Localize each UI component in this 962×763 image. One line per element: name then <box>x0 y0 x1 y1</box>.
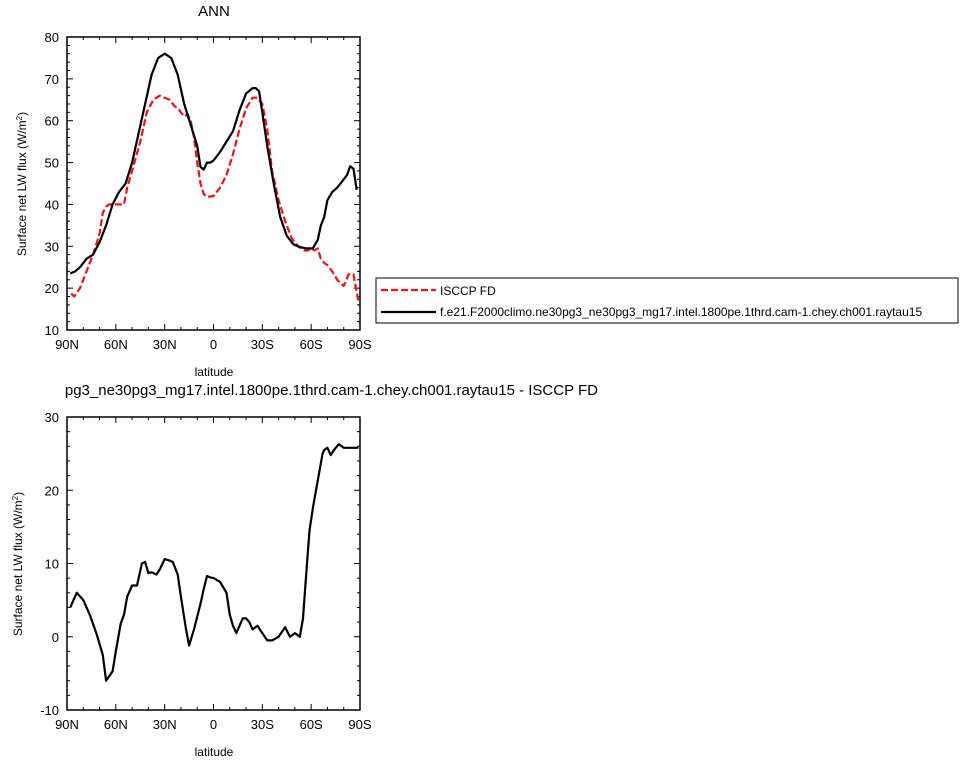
bottom-plot-xtick-label: 60S <box>300 717 323 732</box>
bottom-plot-series-line-model <box>69 443 359 682</box>
bottom-plot-xtick-label: 60N <box>104 717 128 732</box>
legend-box <box>375 277 959 324</box>
top-plot-ytick-label: 50 <box>45 156 59 171</box>
top-plot-ytick-label: 10 <box>45 323 59 338</box>
top-plot: ANN 90N 60N 30N 0 30S 60S 90S1020304050607080 … <box>15 3 372 379</box>
bottom-plot-xtick-label: 30S <box>251 717 274 732</box>
top-plot-xtick-label: 30N <box>153 337 177 352</box>
top-plot-series-line-model <box>69 52 358 275</box>
top-plot-series-line-obs <box>70 94 360 302</box>
bottom-plot-xtick-label: 30N <box>153 717 177 732</box>
top-plot-xtick-label: 90N <box>55 337 79 352</box>
bottom-plot-ytick-label: 30 <box>45 410 59 425</box>
top-plot-frame <box>66 36 361 331</box>
bottom-plot-series <box>69 443 359 682</box>
bottom-plot-ytick-label: 20 <box>45 483 59 498</box>
top-plot-xtick-label: 60N <box>104 337 128 352</box>
bottom-plot-ytick-label: -10 <box>40 703 59 718</box>
top-plot-xtick-label: 60S <box>300 337 323 352</box>
bottom-plot-ticks: 90N 60N 30N 0 30S 60S 90S -10 0 10 20 30 <box>40 410 372 732</box>
top-plot-xtick-label: 0 <box>210 337 217 352</box>
bottom-plot-ytick-label: 10 <box>45 557 59 572</box>
bottom-plot-xlabel: latitude <box>195 745 234 759</box>
top-plot-ytick-label: 20 <box>45 281 59 296</box>
bottom-plot-xtick-label: 0 <box>210 717 217 732</box>
top-plot-ytick-label: 30 <box>45 239 59 254</box>
top-plot-ytick-label: 60 <box>45 114 59 129</box>
bottom-plot-frame <box>66 416 361 711</box>
legend-model-label: f.e21.F2000climo.ne30pg3_ne30pg3_mg17.in… <box>440 305 922 319</box>
bottom-plot-xtick-label: 90N <box>55 717 79 732</box>
legend: ISCCP FD f.e21.F2000climo.ne30pg3_ne30pg… <box>375 277 959 324</box>
top-plot-ticks: 90N 60N 30N 0 30S 60S 90S 10 20 30 40 50 60 70 80 <box>45 30 372 352</box>
bottom-plot-ytick-label: 0 <box>52 630 59 645</box>
top-plot-xtick-label: 30S <box>251 337 274 352</box>
bottom-plot-xtick-label: 90S <box>348 717 371 732</box>
top-plot-xlabel: latitude <box>195 365 234 379</box>
top-plot-series <box>69 52 360 302</box>
top-plot-ytick-label: 70 <box>45 72 59 87</box>
top-plot-xtick-label: 90S <box>348 337 371 352</box>
top-plot-ylabel: Surface net LW flux (W/m2) <box>15 112 29 256</box>
top-plot-ytick-label: 40 <box>45 197 59 212</box>
top-plot-ytick-label: 80 <box>45 30 59 45</box>
bottom-plot-ylabel: Surface net LW flux (W/m2) <box>11 492 25 636</box>
legend-obs-label: ISCCP FD <box>440 284 496 298</box>
top-plot-title: ANN <box>198 3 230 20</box>
bottom-plot-title: pg3_ne30pg3_mg17.intel.1800pe.1thrd.cam-… <box>65 382 598 399</box>
bottom-plot: pg3_ne30pg3_mg17.intel.1800pe.1thrd.cam-… <box>11 382 598 759</box>
